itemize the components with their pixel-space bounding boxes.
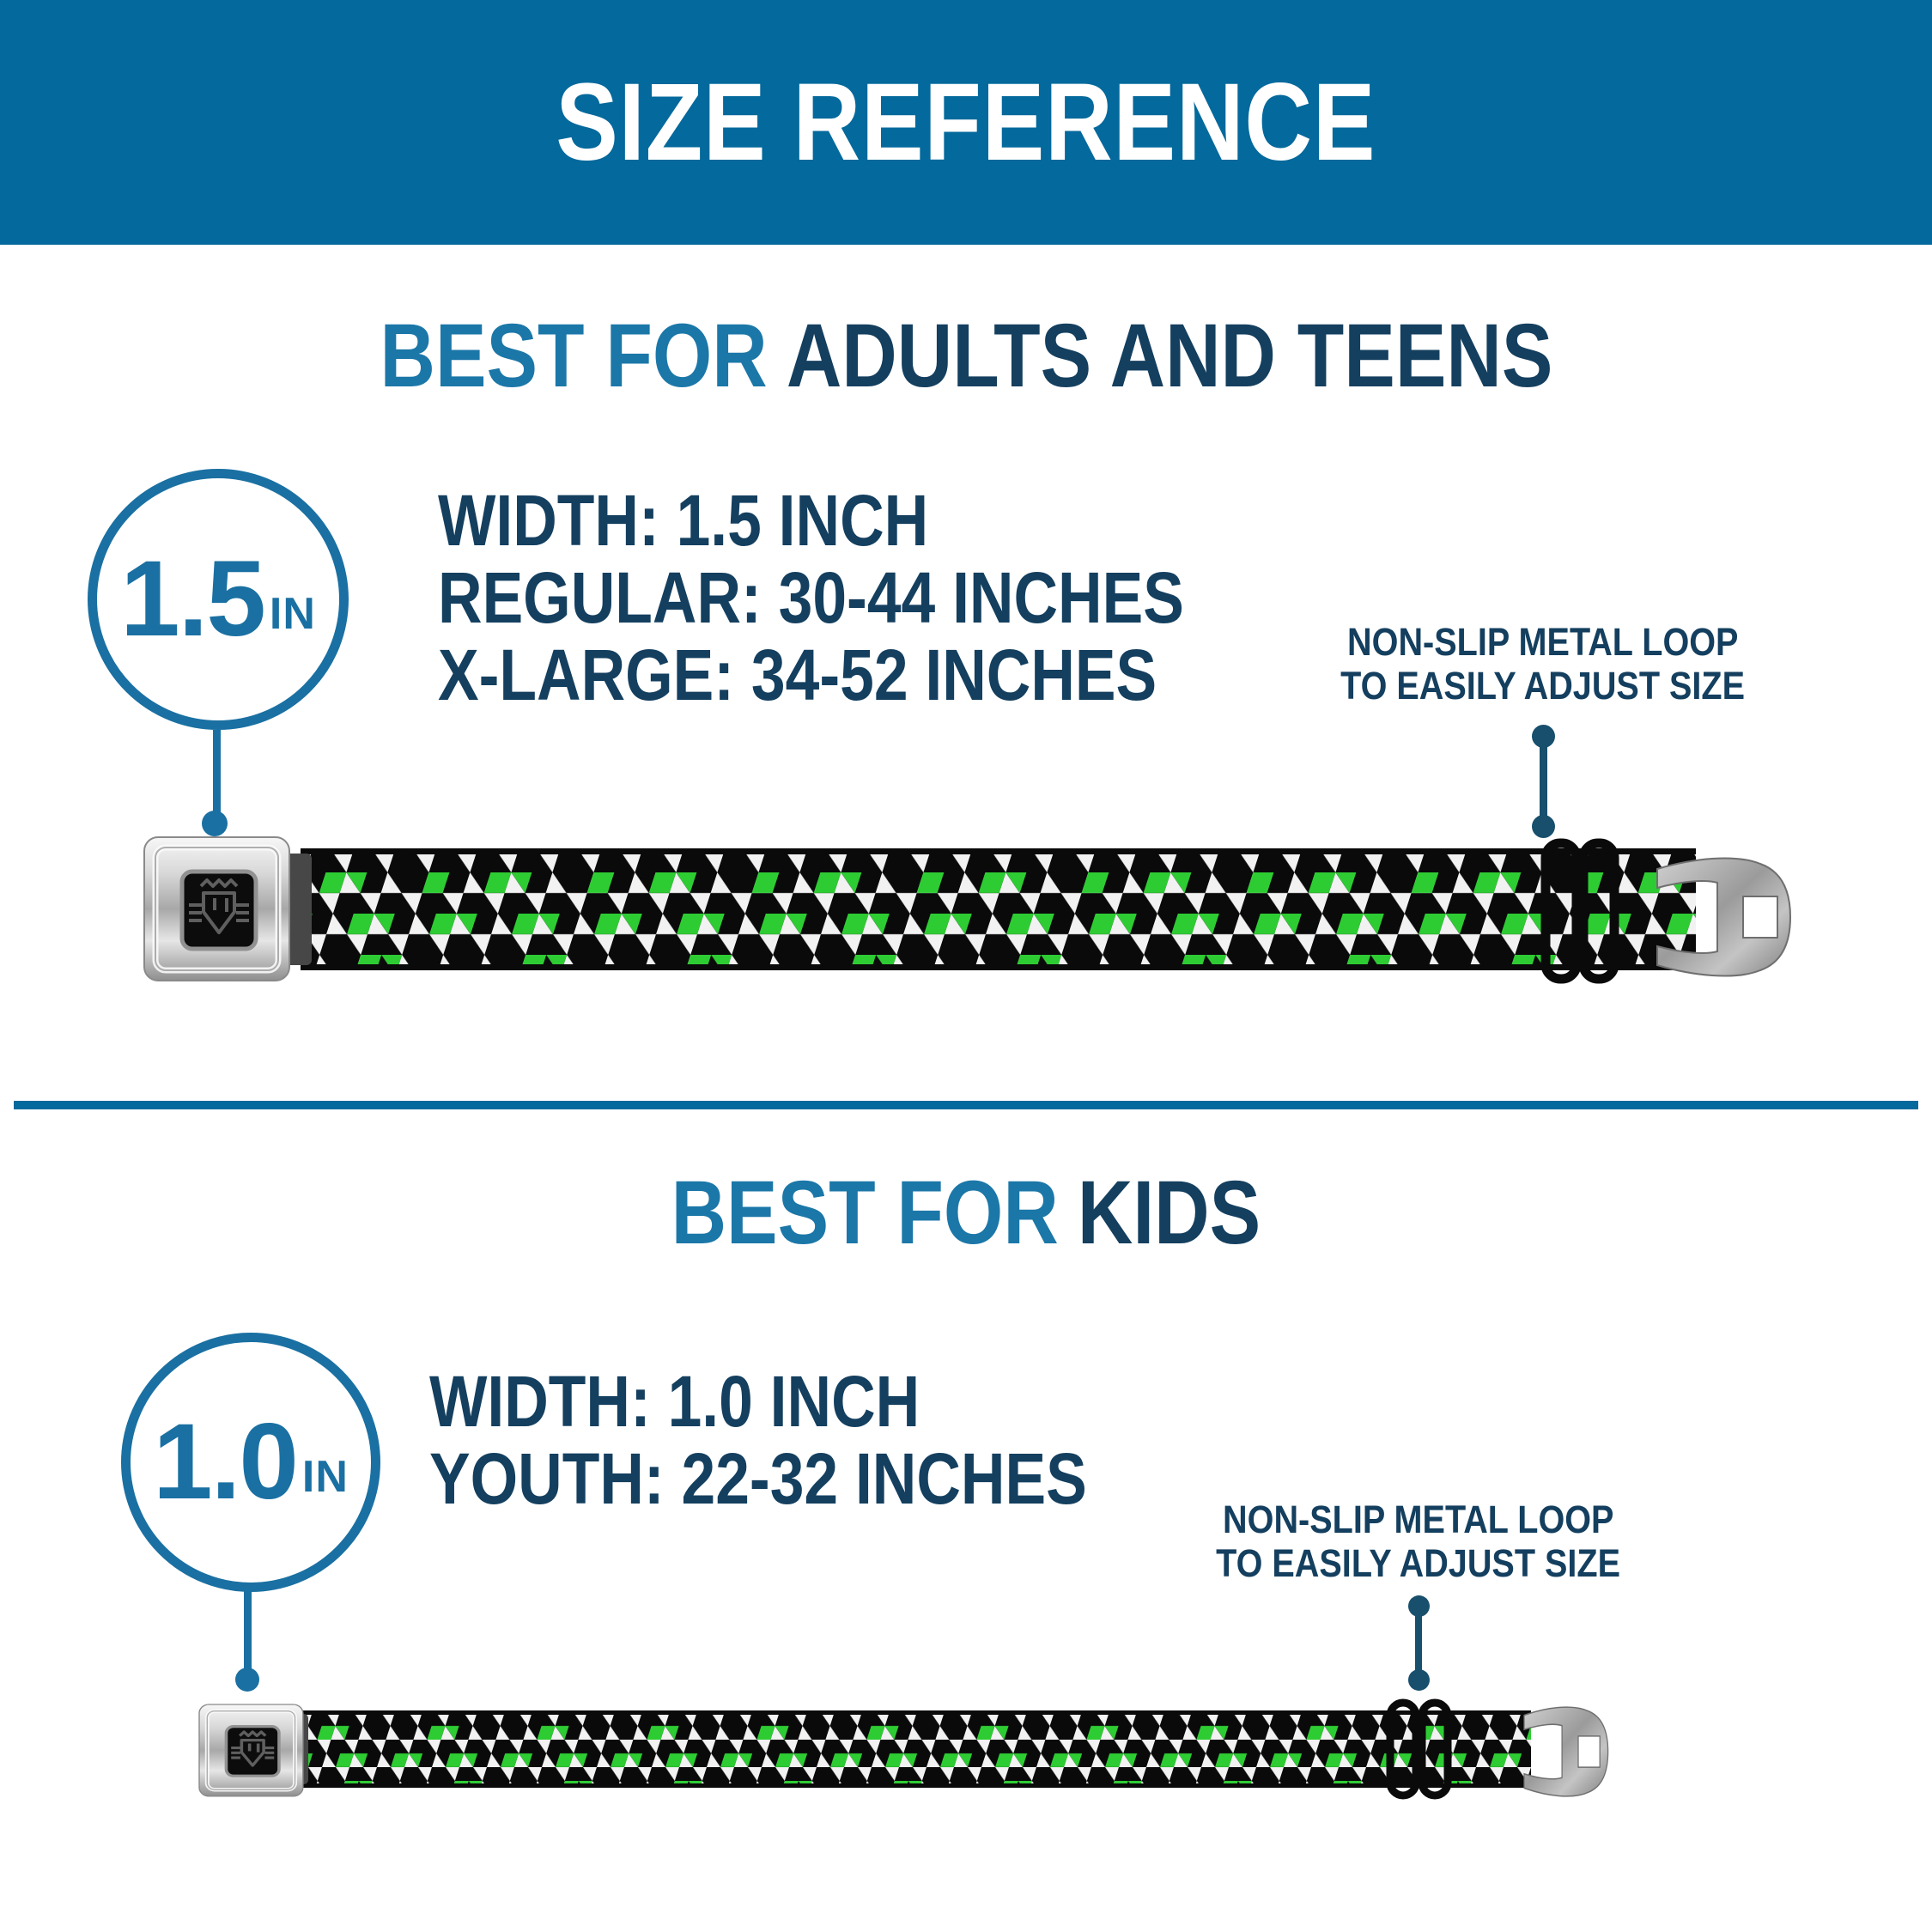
badge-value: 1.0	[153, 1402, 299, 1522]
spec-line: REGULAR: 30-44 INCHES	[438, 557, 1184, 638]
kids-loop-callout-label: NON-SLIP METAL LOOP TO EASILY ADJUST SIZ…	[1118, 1498, 1719, 1585]
badge-pointer-line	[244, 1590, 252, 1674]
spec-line: X-LARGE: 34-52 INCHES	[438, 635, 1157, 715]
spec-line: WIDTH: 1.0 INCH	[429, 1361, 920, 1442]
belt-webbing	[301, 848, 1696, 970]
page-title: SIZE REFERENCE	[556, 60, 1376, 184]
kids-section-heading: BEST FOR KIDS	[0, 1168, 1932, 1258]
section-divider	[14, 1101, 1918, 1109]
heading-rest: KIDS	[1078, 1163, 1261, 1263]
callout-connector-line	[1540, 735, 1547, 826]
badge-pointer-dot	[235, 1668, 259, 1692]
buckle-hinge	[284, 854, 312, 965]
callout-text-line2: TO EASILY ADJUST SIZE	[1216, 1541, 1621, 1585]
metal-adjuster-loops	[1540, 838, 1619, 984]
badge-pointer-line	[213, 730, 221, 816]
callout-text-line1: NON-SLIP METAL LOOP	[1223, 1498, 1614, 1541]
spec-line: YOUTH: 22-32 INCHES	[429, 1438, 1087, 1519]
badge-value: 1.5	[120, 539, 266, 659]
heading-highlight: BEST FOR	[380, 306, 768, 406]
adult-width-badge: 1.5 IN	[88, 469, 349, 730]
adults-section-heading: BEST FOR ADULTS AND TEENS	[0, 311, 1932, 401]
callout-text-line1: NON-SLIP METAL LOOP	[1347, 620, 1739, 664]
belt-end-tab	[1656, 857, 1792, 977]
metal-adjuster-loops	[1386, 1698, 1452, 1800]
seatbelt-buckle	[198, 1704, 304, 1797]
kids-width-badge: 1.0 IN	[121, 1333, 380, 1592]
badge-pointer-dot	[202, 811, 228, 836]
seatbelt-buckle	[143, 836, 290, 981]
adult-loop-callout-label: NON-SLIP METAL LOOP TO EASILY ADJUST SIZ…	[1242, 620, 1844, 708]
kids-belt-image	[198, 1698, 1609, 1800]
callout-dot	[1408, 1669, 1430, 1691]
banner: SIZE REFERENCE	[0, 0, 1932, 245]
heading-highlight: BEST FOR	[671, 1163, 1059, 1263]
badge-unit-label: IN	[301, 1452, 349, 1502]
heading-rest: ADULTS AND TEENS	[786, 306, 1552, 406]
callout-dot	[1532, 815, 1555, 838]
adult-spec-list: WIDTH: 1.5 INCH REGULAR: 30-44 INCHES X-…	[438, 482, 1184, 714]
buckle-down-logo-icon	[231, 1730, 275, 1767]
adult-belt-image	[143, 836, 1792, 984]
spec-line: WIDTH: 1.5 INCH	[438, 480, 929, 561]
belt-webbing	[296, 1710, 1531, 1788]
badge-unit-label: IN	[269, 589, 316, 639]
callout-text-line2: TO EASILY ADJUST SIZE	[1340, 664, 1746, 708]
buckle-down-logo-icon	[189, 878, 249, 934]
belt-end-tab	[1523, 1706, 1609, 1797]
callout-connector-line	[1415, 1606, 1422, 1679]
kids-spec-list: WIDTH: 1.0 INCH YOUTH: 22-32 INCHES	[429, 1363, 1087, 1517]
